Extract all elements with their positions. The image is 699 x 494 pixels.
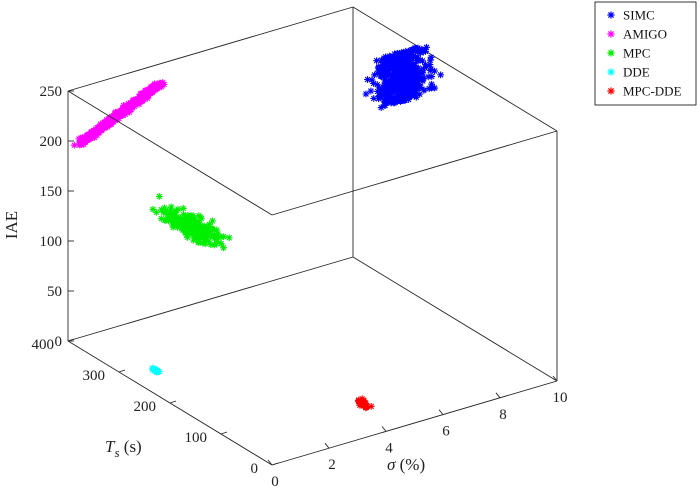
series-markers	[149, 364, 163, 376]
series-layer	[70, 43, 445, 412]
x-tick-label: 10	[553, 390, 568, 406]
series-markers	[70, 79, 168, 149]
box-edge	[352, 256, 558, 382]
box-edge	[67, 256, 354, 342]
box-edge	[271, 130, 558, 216]
z-tick-label: 0	[55, 334, 63, 350]
legend-marker	[607, 30, 615, 38]
y-tick-label: 0	[251, 461, 259, 477]
y-tick	[118, 369, 126, 373]
legend-marker	[607, 49, 615, 57]
x-tick-label: 0	[271, 474, 279, 490]
legend-label: AMIGO	[623, 27, 667, 42]
x-tick-label: 8	[499, 407, 507, 423]
x-tick	[267, 459, 273, 466]
y-tick-label: 400	[32, 337, 55, 353]
series-amigo	[70, 79, 168, 149]
series-markers	[362, 43, 445, 111]
x-axis-label-unit: (%)	[395, 455, 425, 474]
y-tick-label: 300	[83, 368, 106, 384]
x-axis-label: σ (%)	[387, 455, 425, 474]
x-tick-label: 2	[328, 457, 336, 473]
x-tick	[438, 409, 444, 415]
legend-box	[594, 1, 697, 106]
z-tick-label: 200	[40, 134, 63, 150]
y-tick	[169, 400, 177, 404]
x-tick	[552, 375, 558, 382]
legend: SIMC AMIGO MPC DDE MPC-DDE	[594, 1, 697, 106]
legend-label: MPC-DDE	[623, 84, 682, 99]
legend-marker	[607, 87, 615, 95]
box-edge	[67, 6, 354, 92]
legend-marker	[607, 11, 615, 19]
x-tick	[381, 426, 387, 432]
series-mpc	[149, 193, 233, 252]
x-tick-label: 6	[442, 424, 450, 440]
y-axis-label-subscript: s	[114, 445, 119, 460]
series-markers	[355, 395, 375, 412]
z-tick-label: 150	[40, 184, 63, 200]
x-tick	[324, 442, 330, 449]
y-tick-label: 200	[134, 399, 157, 415]
z-tick-label: 100	[40, 234, 63, 250]
z-axis-label: IAE	[2, 211, 21, 239]
legend-label: MPC	[623, 46, 650, 61]
legend-label: SIMC	[623, 8, 655, 23]
axes-box-front	[67, 90, 558, 466]
series-mpc-dde	[355, 395, 375, 412]
legend-marker	[607, 68, 615, 76]
z-tick-label: 250	[40, 84, 63, 100]
box-edge	[67, 90, 273, 216]
x-axis-label-symbol: σ	[387, 455, 396, 474]
x-tick-label: 4	[385, 440, 393, 456]
series-dde	[149, 364, 163, 376]
box-edge	[352, 6, 558, 132]
z-tick-label: 50	[47, 284, 62, 300]
y-tick	[220, 431, 228, 435]
x-axis-line	[271, 380, 558, 466]
series-markers	[149, 193, 233, 252]
x-tick	[495, 392, 501, 399]
y-tick-label: 100	[185, 430, 208, 446]
y-axis-label-symbol: T	[105, 437, 116, 456]
y-tick	[271, 462, 279, 466]
y-tick	[67, 338, 75, 342]
y-axis-label-unit: (s)	[120, 437, 142, 456]
y-axis-label: Ts (s)	[105, 437, 142, 460]
series-simc	[362, 43, 445, 111]
legend-label: DDE	[623, 65, 650, 80]
axes-box-back	[67, 6, 558, 382]
